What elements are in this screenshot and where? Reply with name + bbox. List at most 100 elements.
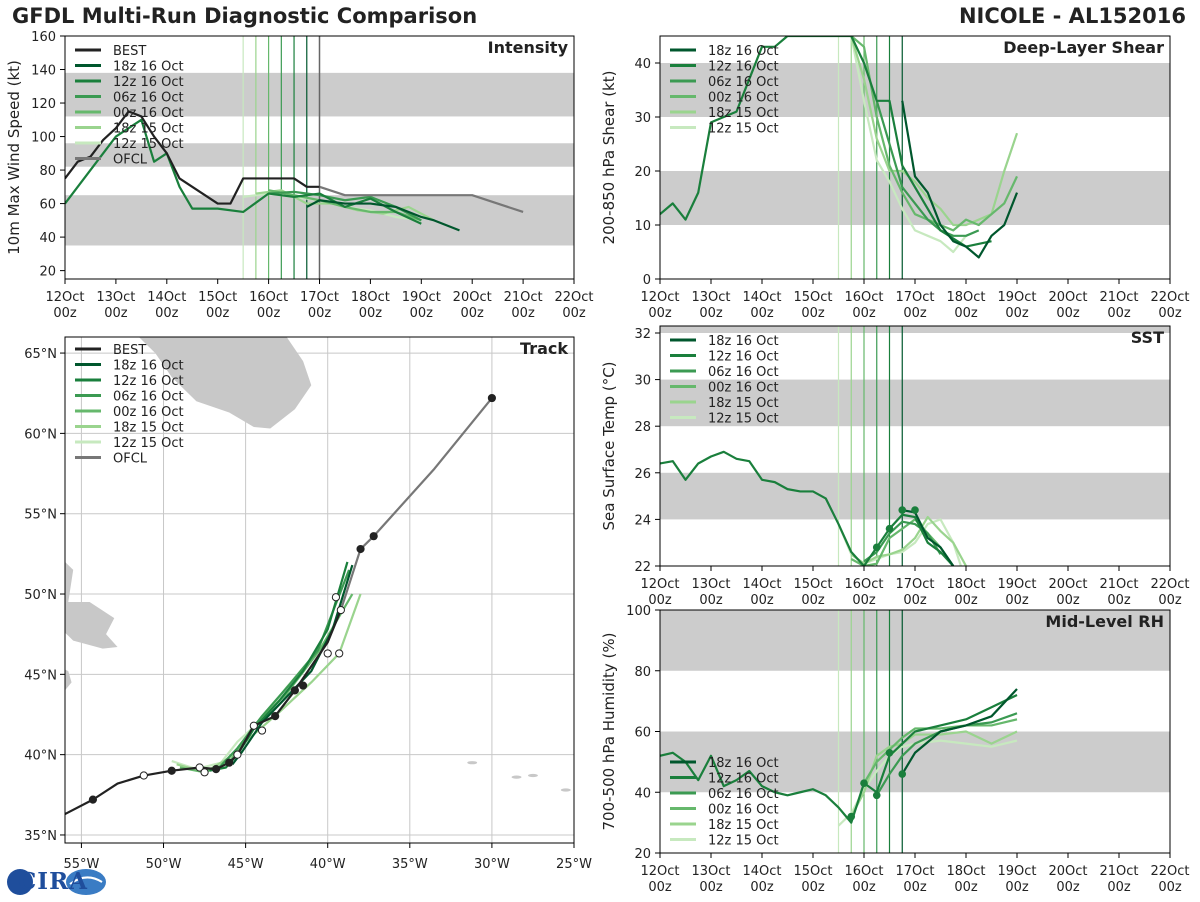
intensity-ylabel: 10m Max Wind Speed (kt) [5,60,23,255]
sst-series-18z-15-oct [850,515,967,566]
rh-xtick-label-10: 22Oct [1150,864,1189,879]
rh-xtick-hour-9: 00z [1107,880,1131,895]
shear-series-18z-16-oct [901,100,1019,259]
track-xtick-label-0: 55°W [63,857,99,872]
rh-legend-label-0: 18z 16 Oct [708,756,779,771]
rh-point-0 [847,812,856,821]
track-marker-15 [369,532,378,541]
intensity-xtick-hour-6: 00z [359,306,383,321]
track-series-ofcl [339,397,493,611]
intensity-xtick-label-5: 17Oct [300,290,339,305]
track-ytick-label-4: 55°N [24,508,57,523]
track-ytick-label-1: 40°N [24,749,57,764]
sst-xtick-hour-4: 00z [852,593,876,608]
sst-legend-label-0: 18z 16 Oct [708,334,779,349]
track-marker-8 [271,711,280,721]
track-marker-16 [487,393,497,403]
azores-island-0 [467,761,478,765]
sst-band-1 [660,379,1170,427]
rh-point-1 [860,779,868,787]
intensity-legend-label-2: 12z 16 Oct [113,75,184,90]
shear-series-12z-16-oct [660,36,992,248]
rh-xtick-hour-1: 00z [699,880,723,895]
track-marker-7 [249,721,258,730]
rh-xtick-hour-2: 00z [750,880,774,895]
track-marker-0 [88,795,98,804]
sst-xtick-label-5: 17Oct [895,577,934,592]
rh-plot-area [660,610,1170,853]
shear-xtick-label-7: 19Oct [997,290,1036,305]
track-xtick-label-1: 50°W [146,857,182,872]
sst-point-0 [872,543,881,552]
sst-series-12z-16-oct [660,450,955,566]
track-marker-13 [331,593,341,602]
sst-ytick-label-3: 28 [634,420,651,435]
sst-xtick-hour-7: 00z [1005,593,1029,608]
track-title: Track [520,339,568,358]
rh-ytick-label-4: 100 [626,604,651,619]
track-frame [64,336,575,844]
track-marker-3 [195,763,204,772]
shear-series-12z-15-oct [850,36,967,254]
intensity-xtick-label-6: 18Oct [351,290,390,305]
sst-plot-area [660,326,1170,566]
track-xtick-label-2: 45°W [228,857,264,872]
shear-band-0 [660,171,1170,225]
rh-xtick-label-1: 13Oct [691,864,730,879]
track-ytick-label-2: 45°N [24,668,57,683]
sst-series-18z-16-oct [902,508,955,566]
sst-xtick-hour-1: 00z [699,593,723,608]
track-marker-6 [233,750,242,759]
shear-ytick-label-2: 20 [634,165,651,180]
shear-series-00z-16-oct [850,36,1018,232]
rh-series-18z-16-oct [901,688,1018,775]
intensity-xtick-label-10: 22Oct [554,290,593,305]
shear-legend-label-1: 12z 16 Oct [708,60,779,75]
sst-title: SST [1131,328,1164,347]
sst-point-3 [911,506,919,514]
intensity-xtick-label-4: 16Oct [249,290,288,305]
track-series-06z-16-oct [196,569,351,772]
rh-ytick-label-2: 60 [634,726,651,741]
intensity-xtick-label-9: 21Oct [504,290,543,305]
track-xtick-label-5: 30°W [474,857,510,872]
track-marker-1 [139,771,148,780]
sst-xtick-hour-10: 00z [1158,593,1182,608]
track-legend-label-3: 06z 16 Oct [113,390,184,405]
sst-xtick-hour-2: 00z [750,593,774,608]
track-legend-label-0: BEST [113,343,146,358]
sst-legend-label-3: 00z 16 Oct [708,381,779,396]
shear-ytick-label-3: 30 [634,111,651,126]
shear-xtick-hour-1: 00z [699,306,723,321]
intensity-xtick-label-2: 14Oct [147,290,186,305]
shear-xtick-hour-6: 00z [954,306,978,321]
shear-xtick-label-5: 17Oct [895,290,934,305]
shear-xtick-label-10: 22Oct [1150,290,1189,305]
sst-xtick-label-8: 20Oct [1048,577,1087,592]
rh-xtick-label-5: 17Oct [895,864,934,879]
shear-xtick-label-0: 12Oct [640,290,679,305]
rh-band-0 [660,731,1170,793]
intensity-legend-label-4: 00z 16 Oct [113,106,184,121]
sst-xtick-hour-3: 00z [801,593,825,608]
rh-ytick-label-1: 40 [634,786,651,801]
track-legend-label-7: OFCL [113,452,148,467]
sst-legend-label-4: 18z 15 Oct [708,396,779,411]
intensity-ytick-label-4: 100 [31,131,56,146]
sst-xtick-label-4: 16Oct [844,577,883,592]
shear-legend-label-2: 06z 16 Oct [708,75,779,90]
intensity-xtick-hour-0: 00z [53,306,77,321]
rh-legend-label-2: 06z 16 Oct [708,787,779,802]
sst-xtick-label-7: 19Oct [997,577,1036,592]
track-legend-label-2: 12z 16 Oct [113,374,184,389]
sst-xtick-hour-8: 00z [1056,593,1080,608]
track-ytick-label-0: 35°N [24,829,57,844]
rh-xtick-hour-6: 00z [954,880,978,895]
track-xtick-label-3: 40°W [310,857,346,872]
azores-island-3 [560,788,571,792]
track-marker-5 [225,758,234,767]
rh-xtick-hour-0: 00z [648,880,672,895]
shear-legend-label-3: 00z 16 Oct [708,91,779,106]
rh-ytick-label-0: 20 [634,847,651,862]
intensity-legend-label-6: 12z 15 Oct [113,137,184,152]
